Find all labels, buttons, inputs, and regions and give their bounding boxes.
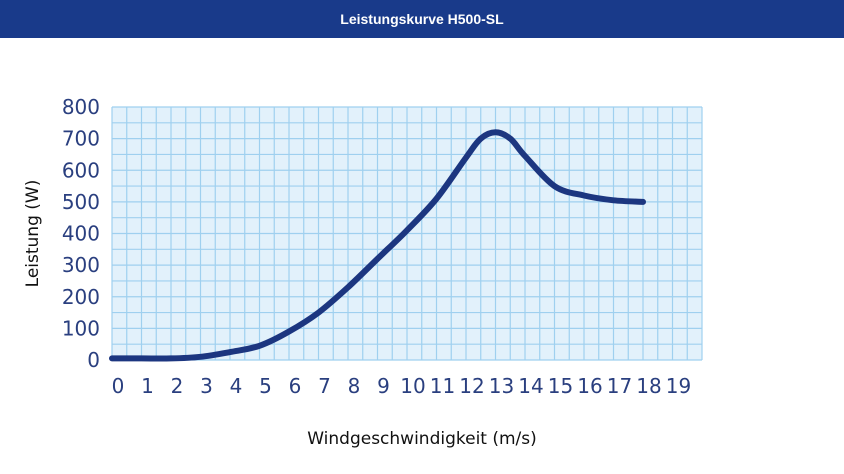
y-tick-label: 500 — [62, 190, 100, 214]
y-tick-label: 400 — [62, 222, 100, 246]
y-axis-title: Leistung (W) — [23, 180, 43, 288]
y-tick-label: 200 — [62, 285, 100, 309]
x-tick-label: 11 — [430, 374, 455, 398]
y-tick-label: 700 — [62, 127, 100, 151]
x-tick-label: 14 — [518, 374, 543, 398]
x-tick-label: 10 — [400, 374, 425, 398]
x-tick-label: 4 — [230, 374, 243, 398]
grid — [111, 106, 703, 361]
chart-title: Leistungskurve H500-SL — [340, 11, 504, 27]
x-tick-label: 1 — [141, 374, 154, 398]
x-tick-label: 8 — [348, 374, 361, 398]
x-tick-label: 12 — [459, 374, 484, 398]
y-tick-label: 600 — [62, 158, 100, 182]
x-tick-label: 2 — [171, 374, 184, 398]
x-tick-label: 5 — [259, 374, 272, 398]
chart-title-bar: Leistungskurve H500-SL — [0, 0, 844, 38]
x-tick-label: 18 — [636, 374, 661, 398]
y-tick-label: 800 — [62, 95, 100, 119]
x-tick-label: 7 — [318, 374, 331, 398]
x-tick-label: 0 — [112, 374, 125, 398]
y-tick-label: 100 — [62, 316, 100, 340]
y-tick-label: 300 — [62, 253, 100, 277]
x-tick-label: 17 — [607, 374, 632, 398]
x-tick-label: 6 — [289, 374, 302, 398]
series-layer — [109, 129, 646, 362]
x-axis-title: Windgeschwindigkeit (m/s) — [307, 429, 537, 449]
x-tick-label: 19 — [666, 374, 691, 398]
y-tick-label: 0 — [87, 348, 100, 372]
x-tick-label: 15 — [548, 374, 573, 398]
x-tick-label: 3 — [200, 374, 213, 398]
x-tick-label: 9 — [377, 374, 390, 398]
x-tick-label: 16 — [577, 374, 602, 398]
x-tick-label: 13 — [489, 374, 514, 398]
